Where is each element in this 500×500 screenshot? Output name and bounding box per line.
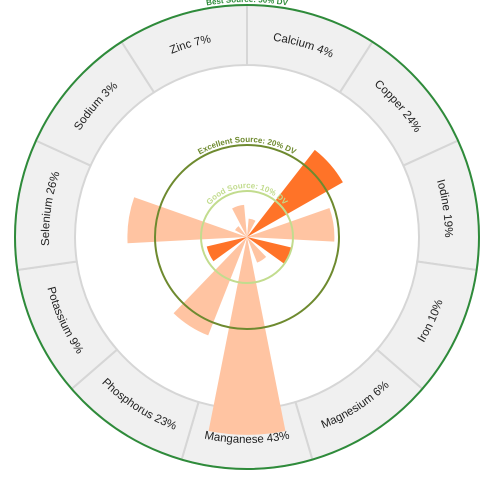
segment-label-manganese: Manganese 43%: [203, 430, 290, 446]
bar-iron[interactable]: [247, 237, 292, 264]
label-band: [14, 3, 480, 470]
reference-ring-20: [154, 144, 340, 330]
bar-potassium[interactable]: [206, 237, 247, 262]
bar-zinc[interactable]: [232, 204, 247, 237]
bar-sodium[interactable]: [235, 226, 247, 237]
reference-ring-10: [200, 190, 294, 284]
bar-manganese[interactable]: [208, 237, 286, 435]
reference-ring-label-50: Best Source: 50% DV: [205, 0, 289, 8]
bar-magnesium[interactable]: [247, 237, 267, 263]
reference-rings: [14, 4, 480, 470]
reference-ring-50: [14, 4, 480, 470]
bar-selenium[interactable]: [127, 197, 247, 244]
bar-copper[interactable]: [247, 149, 343, 237]
bar-calcium[interactable]: [247, 218, 256, 237]
